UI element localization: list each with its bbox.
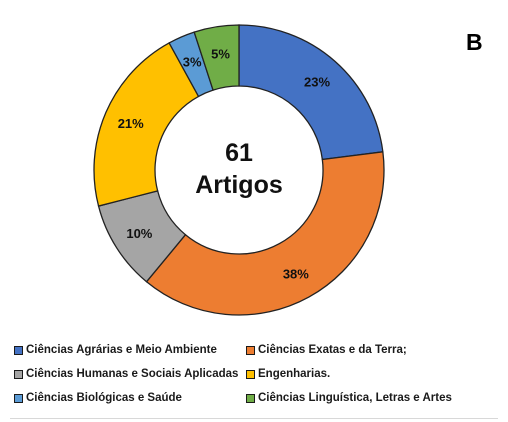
slice-label-ciencias-linguistica-letras-e-artes: 5%	[211, 46, 230, 61]
legend-label-humanas: Ciências Humanas e Sociais Aplicadas	[26, 368, 239, 380]
slice-label-ciencias-biologicas-e-saude: 3%	[183, 55, 202, 70]
slice-label-ciencias-agrarias-e-meio-ambiente: 23%	[304, 74, 330, 89]
legend-label-linguistica: Ciências Linguística, Letras e Artes	[258, 392, 452, 404]
slice-label-engenharias: 21%	[118, 116, 144, 131]
legend-item-agrarias: Ciências Agrárias e Meio Ambiente	[14, 344, 217, 356]
legend-label-exatas: Ciências Exatas e da Terra;	[258, 344, 407, 356]
slice-labels: 23% 38% 10% 21% 3% 5%	[118, 46, 331, 281]
legend-item-linguistica: Ciências Linguística, Letras e Artes	[246, 392, 452, 404]
slice-ciencias-exatas-e-da-terra	[145, 151, 385, 316]
legend-item-biologicas: Ciências Biológicas e Saúde	[14, 392, 182, 404]
slice-label-ciencias-humanas-e-sociais-aplicadas: 10%	[126, 226, 152, 241]
legend-label-biologicas: Ciências Biológicas e Saúde	[26, 392, 182, 404]
legend-item-exatas: Ciências Exatas e da Terra;	[246, 344, 407, 356]
legend-swatch-engenharias	[246, 369, 255, 379]
center-count: 61	[225, 139, 253, 167]
legend-swatch-biologicas	[14, 393, 23, 403]
panel-label: B	[466, 29, 483, 55]
donut-slices	[93, 24, 385, 316]
center-caption: Artigos	[195, 171, 283, 199]
slice-engenharias	[93, 42, 200, 207]
legend-item-humanas: Ciências Humanas e Sociais Aplicadas	[14, 368, 238, 380]
legend-swatch-linguistica	[246, 393, 255, 403]
legend-label-engenharias: Engenharias.	[258, 368, 331, 380]
donut-chart: 23% 38% 10% 21% 3% 5% 61 Artigos	[93, 24, 385, 316]
legend-swatch-agrarias	[14, 345, 23, 355]
legend-swatch-exatas	[246, 345, 255, 355]
legend-swatch-humanas	[14, 369, 23, 379]
bottom-divider	[10, 418, 498, 419]
slice-label-ciencias-exatas-e-da-terra: 38%	[283, 266, 309, 281]
slice-ciencias-agrarias-e-meio-ambiente	[238, 24, 384, 161]
slice-ciencias-linguistica-letras-e-artes	[193, 24, 240, 91]
legend-item-engenharias: Engenharias.	[246, 368, 330, 380]
legend-label-agrarias: Ciências Agrárias e Meio Ambiente	[26, 344, 217, 356]
